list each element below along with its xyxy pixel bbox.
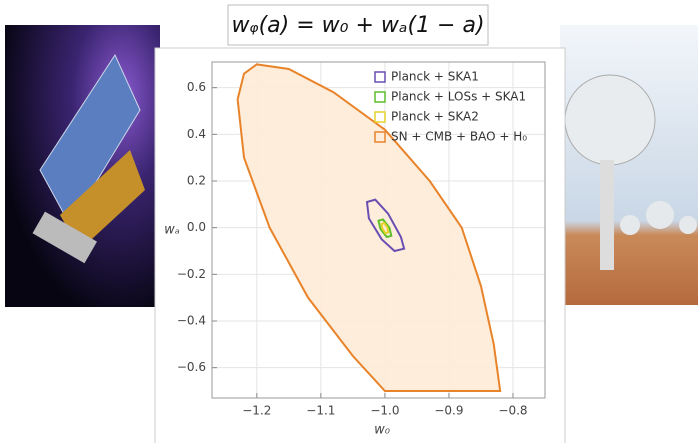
y-tick-label: 0.6 xyxy=(187,80,206,94)
contour xyxy=(365,198,406,253)
contour xyxy=(377,218,393,239)
y-axis-label: wₐ xyxy=(164,223,180,238)
y-tick-label: 0.4 xyxy=(187,127,206,141)
legend-label: SN + CMB + BAO + H₀ xyxy=(391,130,527,144)
satellite-image xyxy=(5,25,160,307)
x-tick-label: −1.1 xyxy=(306,404,335,418)
legend-swatch xyxy=(374,71,386,83)
x-tick-label: −1.2 xyxy=(242,404,271,418)
chart-title: wᵩ(a) = w₀ + wₐ(1 − a) xyxy=(231,13,484,38)
plot: −1.2 −1.1 −1.0 −0.9 −0.8 −0.6 −0.4 −0.2 0.0 0.2 0.… xyxy=(177,61,546,418)
plot-frame xyxy=(211,61,546,399)
y-tick-label: −0.6 xyxy=(177,360,206,374)
legend-swatch xyxy=(374,131,386,143)
legend-swatch xyxy=(374,91,386,103)
legend-label: Planck + SKA1 xyxy=(391,70,479,84)
legend-swatch xyxy=(374,111,386,123)
y-tick-label: −0.4 xyxy=(177,314,206,328)
x-axis-label: w₀ xyxy=(374,423,391,438)
y-tick-label: 0.2 xyxy=(187,174,206,188)
x-tick-label: −1.0 xyxy=(370,404,399,418)
y-tick-label: −0.2 xyxy=(177,267,206,281)
x-tick-label: −0.8 xyxy=(498,404,527,418)
legend-label: Planck + LOSs + SKA1 xyxy=(391,90,526,104)
x-tick-label: −0.9 xyxy=(434,404,463,418)
contour xyxy=(380,221,390,235)
telescope-image xyxy=(560,25,698,305)
title-box xyxy=(227,4,489,46)
y-tick-label: 0.0 xyxy=(187,220,206,234)
contour xyxy=(236,63,502,392)
legend-label: Planck + SKA2 xyxy=(391,110,479,124)
